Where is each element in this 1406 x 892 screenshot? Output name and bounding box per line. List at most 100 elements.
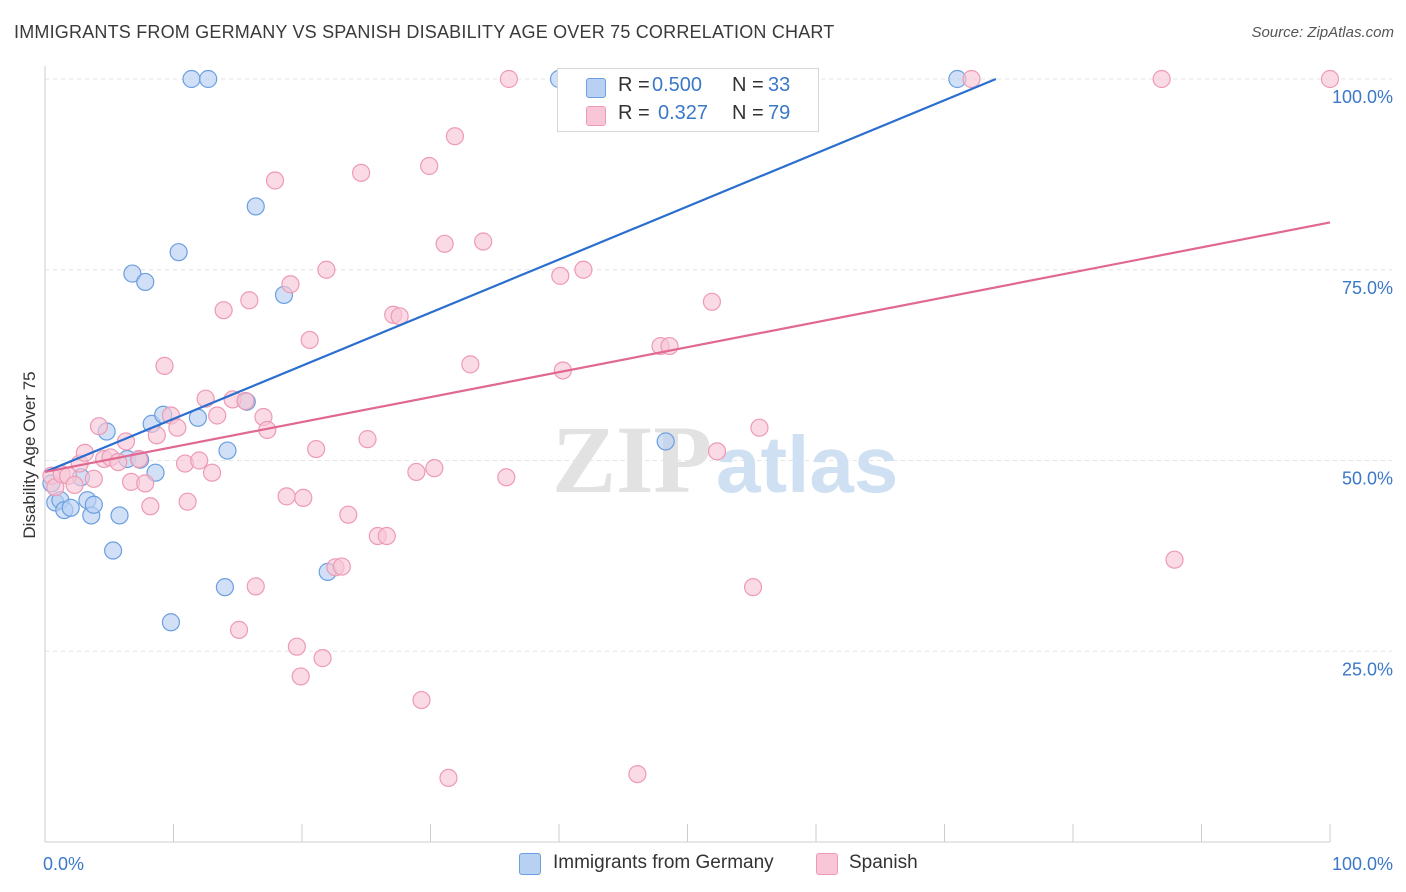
point-germany	[123, 264, 142, 283]
point-spanish	[313, 649, 332, 668]
point-spanish	[287, 637, 306, 656]
point-germany	[215, 578, 234, 597]
point-spanish	[702, 292, 722, 311]
point-spanish	[743, 578, 763, 597]
point-germany	[104, 541, 123, 560]
point-spanish	[84, 469, 103, 488]
y-tick-label: 50.0%	[1342, 469, 1393, 489]
germany-swatch	[586, 78, 606, 98]
point-spanish	[339, 505, 358, 524]
y-tick-label: 25.0%	[1342, 659, 1393, 679]
point-spanish	[294, 488, 313, 507]
tick-label-layer: 25.0% 50.0% 75.0% 100.0% 0.0% 100.0%	[43, 87, 1393, 874]
point-spanish	[291, 667, 310, 686]
point-spanish	[439, 768, 458, 788]
chart-title: IMMIGRANTS FROM GERMANY VS SPANISH DISAB…	[14, 22, 835, 42]
point-spanish	[707, 442, 727, 461]
x-tick-label: 0.0%	[43, 854, 84, 874]
x-tick-label: 100.0%	[1332, 854, 1393, 874]
point-spanish	[155, 356, 174, 375]
point-spanish	[265, 171, 285, 190]
point-spanish	[208, 406, 227, 425]
point-spanish	[461, 355, 480, 374]
point-spanish	[497, 468, 516, 487]
point-spanish	[962, 69, 981, 89]
n-value-germany: 33	[768, 74, 791, 96]
stats-row-spanish: R = 0.327 N = 79	[558, 100, 818, 128]
point-spanish	[332, 557, 351, 576]
point-spanish	[229, 620, 249, 639]
point-spanish	[574, 260, 593, 279]
point-spanish	[168, 418, 187, 437]
point-spanish	[236, 391, 255, 411]
grid-layer	[45, 78, 1392, 652]
point-spanish	[214, 301, 233, 320]
point-germany	[246, 197, 265, 216]
source-label: Source: ZipAtlas.com	[1251, 24, 1394, 41]
point-spanish	[352, 163, 371, 182]
point-germany	[169, 243, 188, 262]
point-spanish	[425, 459, 444, 478]
point-spanish	[202, 463, 222, 482]
point-spanish	[474, 232, 493, 251]
n-value-spanish: 79	[768, 102, 791, 124]
point-germany	[218, 441, 237, 460]
point-spanish	[190, 451, 209, 470]
regression-line-germany	[44, 77, 997, 473]
point-spanish	[358, 430, 377, 449]
point-germany	[656, 432, 675, 451]
point-spanish	[435, 234, 454, 253]
point-spanish	[420, 156, 439, 176]
point-spanish	[551, 266, 570, 285]
point-spanish	[246, 577, 265, 596]
point-spanish	[300, 330, 319, 350]
point-spanish	[1165, 550, 1184, 569]
point-spanish	[89, 417, 109, 436]
point-germany	[182, 69, 201, 89]
r-label: R =	[618, 102, 650, 124]
point-spanish	[1320, 69, 1340, 89]
point-spanish	[240, 291, 259, 310]
legend-label-spanish: Spanish	[849, 852, 918, 873]
y-tick-label: 100.0%	[1332, 87, 1393, 107]
stats-legend: R = 0.500 N = 33 R = 0.327 N = 79	[557, 68, 819, 132]
point-spanish	[136, 474, 155, 493]
legend-swatch-germany	[519, 853, 541, 875]
stats-row-germany: R = 0.500 N = 33	[558, 72, 818, 100]
r-label: R =	[618, 74, 650, 96]
point-spanish	[628, 764, 647, 784]
regression-line-spanish	[44, 221, 1331, 474]
r-value-germany: 0.500	[652, 74, 703, 96]
watermark-zip: ZIP	[552, 406, 712, 513]
point-spanish	[1152, 69, 1171, 89]
legend-swatch-spanish	[816, 853, 838, 875]
point-layer	[42, 69, 1340, 788]
point-germany	[110, 506, 129, 525]
point-spanish	[377, 526, 396, 546]
legend-label-germany: Immigrants from Germany	[553, 852, 774, 873]
point-spanish	[141, 497, 160, 516]
regression-layer	[44, 77, 1331, 474]
point-spanish	[317, 260, 336, 279]
point-spanish	[412, 690, 431, 710]
axis-layer	[44, 66, 1331, 843]
spanish-swatch	[586, 106, 606, 126]
r-value-spanish: 0.327	[658, 102, 709, 124]
n-label: N =	[732, 102, 764, 124]
point-germany	[136, 272, 155, 292]
point-germany	[61, 498, 80, 517]
point-germany	[161, 613, 181, 632]
y-axis-label: Disability Age Over 75	[20, 371, 39, 539]
point-spanish	[307, 439, 326, 459]
point-spanish	[445, 127, 465, 146]
point-germany	[199, 69, 218, 89]
point-spanish	[750, 418, 769, 437]
point-spanish	[499, 69, 518, 89]
point-spanish	[281, 275, 300, 294]
y-tick-label: 75.0%	[1342, 278, 1393, 298]
n-label: N =	[732, 74, 764, 96]
point-spanish	[65, 475, 84, 495]
watermark-atlas: atlas	[716, 420, 898, 509]
point-spanish	[178, 492, 197, 511]
